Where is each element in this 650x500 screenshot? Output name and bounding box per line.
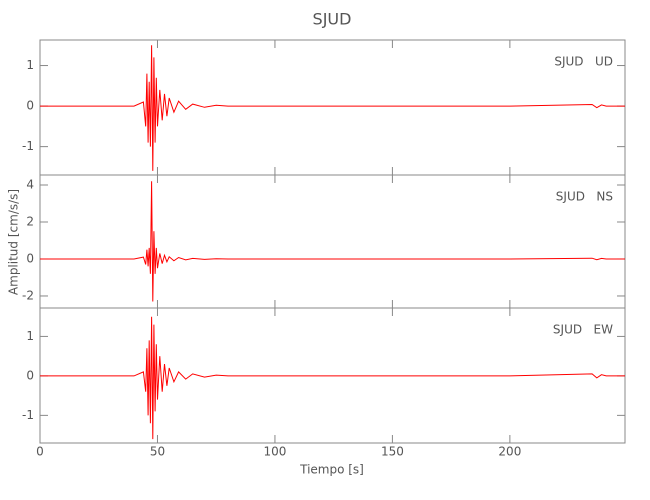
x-axis-label: Tiempo [s] bbox=[299, 463, 364, 477]
y-tick-label: 0 bbox=[26, 368, 34, 382]
y-tick-label: 0 bbox=[26, 99, 34, 113]
waveform bbox=[40, 316, 625, 440]
y-tick-label: -2 bbox=[22, 288, 34, 302]
y-tick-label: 1 bbox=[26, 329, 34, 343]
y-tick-label: 4 bbox=[26, 177, 34, 191]
panel-frame bbox=[39, 39, 626, 176]
x-tick-label: 100 bbox=[263, 445, 286, 459]
panel-label: SJUD EW bbox=[553, 323, 613, 337]
y-tick-label: -1 bbox=[22, 408, 34, 422]
chart-title: SJUD bbox=[313, 10, 352, 29]
x-tick-label: 200 bbox=[498, 445, 521, 459]
y-tick-label: 2 bbox=[26, 214, 34, 228]
y-tick-label: 1 bbox=[26, 58, 34, 72]
x-tick-label: 50 bbox=[150, 445, 165, 459]
x-tick-label: 0 bbox=[36, 445, 44, 459]
x-tick-label: 150 bbox=[381, 445, 404, 459]
y-tick-label: -1 bbox=[22, 139, 34, 153]
y-axis-label: Amplitud [cm/s/s] bbox=[7, 189, 21, 295]
waveform bbox=[40, 181, 625, 302]
panel-label: SJUD UD bbox=[554, 55, 613, 69]
panel-frame bbox=[39, 174, 626, 309]
panel-label: SJUD NS bbox=[556, 190, 613, 204]
waveform bbox=[40, 45, 625, 171]
y-tick-label: 0 bbox=[26, 251, 34, 265]
